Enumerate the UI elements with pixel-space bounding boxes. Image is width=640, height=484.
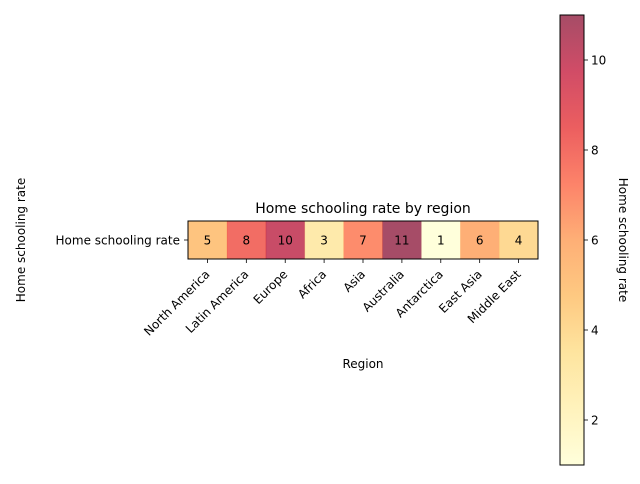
heatmap-cell bbox=[226, 221, 267, 259]
cell-value-label: 1 bbox=[437, 234, 445, 248]
heatmap-cells: 5 8 10 3 7 11 1 6 4 bbox=[188, 221, 539, 259]
heatmap-cell bbox=[382, 221, 422, 259]
cell-value-label: 7 bbox=[359, 234, 367, 248]
y-axis-label: Home schooling rate bbox=[14, 178, 28, 302]
cell-value-label: 6 bbox=[476, 234, 484, 248]
colorbar-tick-label: 6 bbox=[591, 234, 599, 248]
heatmap-cell bbox=[421, 221, 461, 259]
y-tick: Home schooling rate bbox=[56, 234, 188, 248]
heatmap-cell bbox=[460, 221, 500, 259]
x-tick-label: Asia bbox=[340, 267, 368, 295]
colorbar-tick-label: 10 bbox=[591, 54, 606, 68]
cell-value-label: 11 bbox=[394, 234, 409, 248]
x-tick-label: Europe bbox=[251, 267, 291, 307]
colorbar-gradient bbox=[560, 15, 584, 465]
cell-value-label: 4 bbox=[515, 234, 523, 248]
colorbar-tick-label: 2 bbox=[591, 414, 599, 428]
cell-value-label: 3 bbox=[320, 234, 328, 248]
colorbar-tick-label: 4 bbox=[591, 324, 599, 338]
colorbar: 2 4 6 8 10 Home schooling rate bbox=[559, 14, 630, 466]
heatmap-cell bbox=[499, 221, 539, 259]
cell-value-label: 10 bbox=[278, 234, 293, 248]
colorbar-tick-label: 8 bbox=[591, 144, 599, 158]
colorbar-ticks: 2 4 6 8 10 bbox=[584, 54, 606, 428]
heatmap-cell bbox=[188, 221, 228, 259]
heatmap-cell bbox=[304, 221, 344, 259]
x-tick-label: Africa bbox=[295, 267, 329, 301]
y-tick-label: Home schooling rate bbox=[56, 234, 180, 248]
cell-value-label: 5 bbox=[204, 234, 212, 248]
heatmap-cell bbox=[343, 221, 383, 259]
x-axis-label: Region bbox=[342, 357, 383, 371]
colorbar-label: Home schooling rate bbox=[616, 178, 630, 302]
heatmap-cell bbox=[265, 221, 306, 259]
x-tick-label: North America bbox=[141, 267, 212, 338]
cell-value-label: 8 bbox=[243, 234, 251, 248]
chart-title: Home schooling rate by region bbox=[255, 201, 471, 217]
